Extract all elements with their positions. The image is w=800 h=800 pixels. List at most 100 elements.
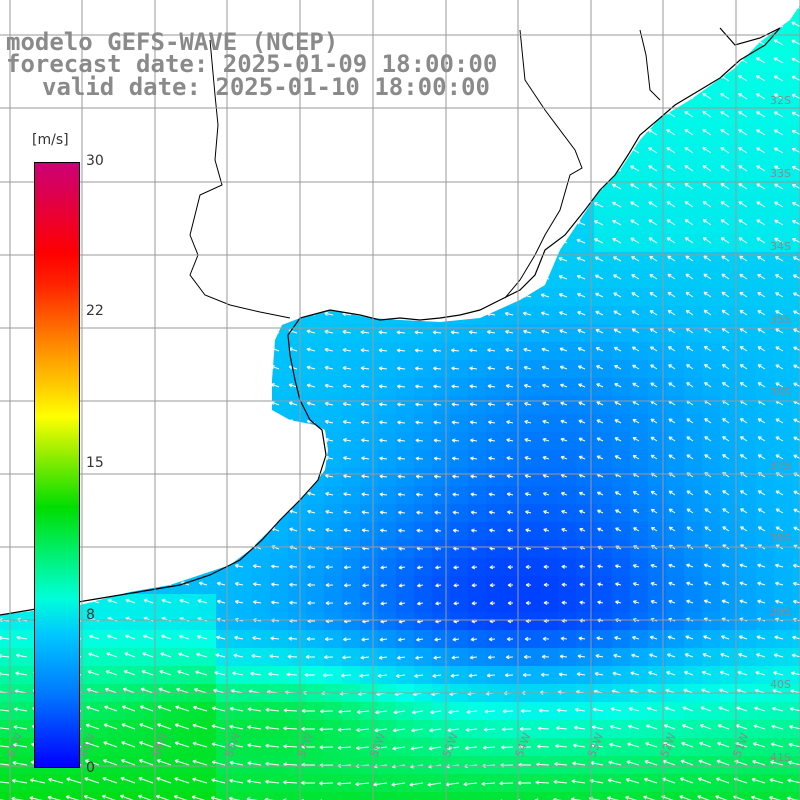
wind-arrow [414, 673, 424, 678]
wind-cell [342, 792, 361, 800]
wind-arrow [609, 724, 622, 730]
wind-cell [630, 486, 649, 505]
wind-cell [774, 216, 793, 235]
wind-cell [756, 792, 775, 800]
wind-cell [666, 432, 685, 451]
wind-arrow [595, 292, 604, 298]
wind-arrow [211, 724, 226, 730]
wind-arrow [337, 745, 352, 750]
wind-arrow [397, 456, 406, 461]
wind-cell [576, 288, 595, 307]
wind-cell [486, 342, 505, 361]
wind-arrow [288, 636, 298, 641]
wind-arrow [560, 455, 568, 460]
wind-cell [414, 468, 433, 487]
wind-cell [270, 774, 289, 793]
wind-arrow [271, 600, 280, 605]
wind-arrow [736, 706, 748, 712]
wind-cell [666, 342, 685, 361]
wind-cell [378, 504, 397, 523]
wind-cell [558, 648, 577, 667]
wind-arrow [594, 238, 604, 244]
wind-arrow [343, 474, 352, 479]
wind-arrow [233, 653, 244, 658]
wind-arrow [178, 634, 190, 640]
wind-cell [126, 594, 145, 613]
wind-arrow [319, 745, 334, 750]
wind-cell [540, 522, 559, 541]
wind-arrow [559, 329, 568, 334]
wind-arrow [668, 454, 676, 460]
wind-arrow [666, 237, 676, 244]
wind-cell [306, 486, 325, 505]
wind-arrow [543, 510, 550, 515]
wind-arrow [306, 365, 316, 370]
wind-cell [540, 774, 559, 793]
wind-cell [270, 576, 289, 595]
wind-arrow [665, 688, 676, 694]
wind-cell [234, 648, 253, 667]
wind-cell [648, 630, 667, 649]
wind-cell [180, 612, 199, 631]
wind-arrow [501, 727, 514, 732]
wind-arrow [721, 291, 730, 298]
wind-arrow [362, 601, 370, 606]
wind-arrow [721, 309, 730, 316]
latitude-label: 34S [770, 240, 791, 253]
wind-arrow [791, 57, 800, 64]
wind-arrow [775, 274, 784, 280]
wind-cell [738, 432, 757, 451]
wind-arrow [48, 777, 64, 784]
wind-arrow [715, 795, 728, 800]
wind-arrow [229, 706, 244, 712]
wind-arrow [120, 758, 136, 766]
wind-arrow [325, 527, 334, 533]
wind-cell [756, 738, 775, 757]
wind-arrow [486, 673, 496, 678]
wind-cell [198, 648, 217, 667]
wind-arrow [471, 583, 478, 588]
wind-arrow [773, 111, 784, 118]
wind-cell [414, 504, 433, 523]
wind-cell [180, 666, 199, 685]
wind-arrow [195, 670, 208, 676]
wind-cell [324, 738, 343, 757]
wind-arrow [591, 743, 604, 748]
wind-arrow [597, 564, 604, 569]
wind-cell [486, 720, 505, 739]
wind-arrow [574, 707, 586, 712]
wind-arrow [579, 527, 586, 532]
wind-cell [792, 108, 800, 127]
wind-arrow [632, 509, 640, 514]
wind-arrow [774, 201, 784, 208]
wind-cell [756, 342, 775, 361]
wind-arrow [398, 583, 406, 588]
wind-cell [774, 774, 793, 793]
wind-cell [612, 522, 631, 541]
wind-arrow [307, 527, 316, 532]
wind-arrow [192, 723, 208, 730]
wind-arrow [703, 563, 712, 568]
wind-cell [522, 396, 541, 415]
wind-cell [540, 702, 559, 721]
wind-arrow [738, 129, 748, 136]
wind-cell [414, 522, 433, 541]
wind-arrow [757, 328, 766, 334]
wind-cell [792, 36, 800, 55]
wind-arrow [573, 725, 586, 730]
wind-cell [612, 576, 631, 595]
wind-arrow [432, 673, 442, 678]
wind-arrow [415, 655, 424, 660]
wind-cell [198, 576, 217, 595]
wind-cell [702, 162, 721, 181]
wind-arrow [543, 600, 550, 605]
wind-arrow [613, 310, 622, 316]
wind-arrow [393, 710, 406, 715]
wind-arrow [643, 795, 656, 800]
wind-arrow [251, 653, 262, 659]
wind-cell [504, 522, 523, 541]
wind-arrow [453, 583, 460, 588]
wind-arrow [156, 759, 172, 766]
wind-arrow [614, 564, 622, 569]
wind-cell [756, 432, 775, 451]
